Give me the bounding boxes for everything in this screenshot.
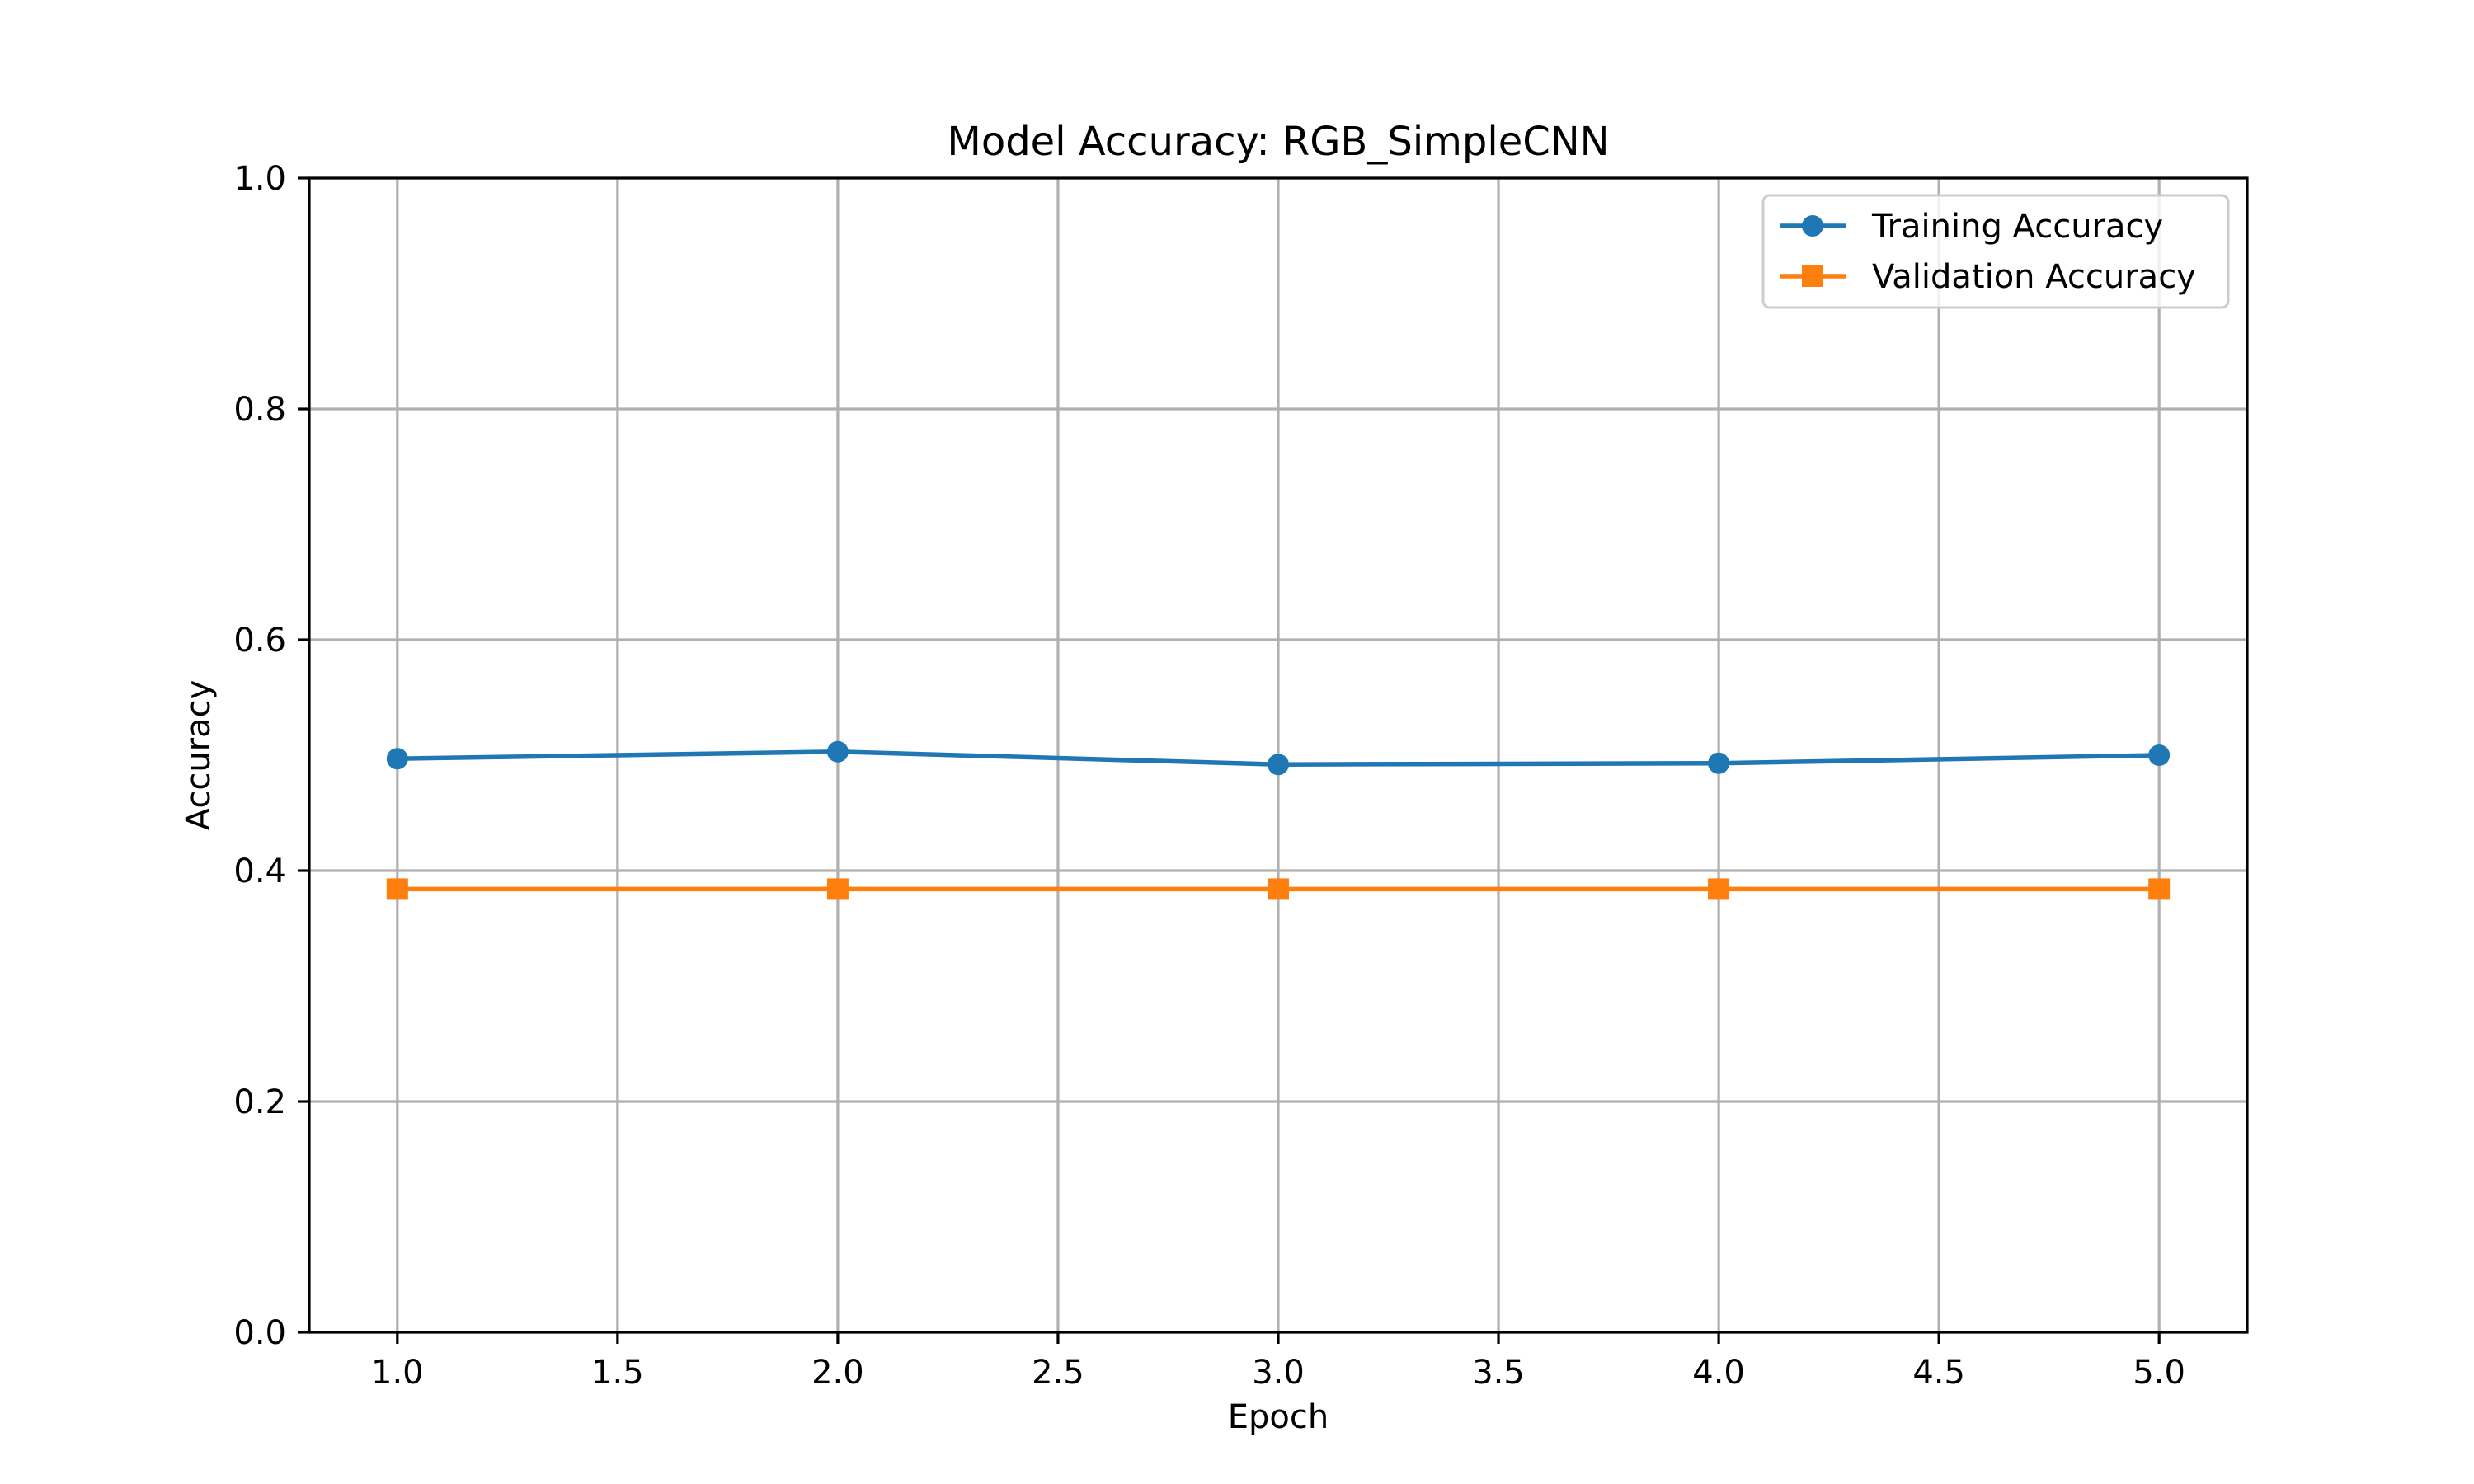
- chart-title: Model Accuracy: RGB_SimpleCNN: [947, 119, 1609, 165]
- y-tick-label: 0.4: [233, 852, 286, 890]
- data-point: [1268, 754, 1289, 776]
- x-tick-label: 4.5: [1912, 1354, 1965, 1392]
- data-point: [1708, 878, 1730, 900]
- y-tick-label: 0.8: [233, 391, 286, 429]
- y-tick-label: 0.6: [233, 622, 286, 660]
- data-point: [1708, 752, 1730, 774]
- data-point: [386, 748, 408, 770]
- x-tick-label: 5.0: [2133, 1354, 2185, 1392]
- x-axis-label: Epoch: [1228, 1398, 1329, 1436]
- axis-ticks: 1.0 1.5 2.0 2.5 3.0 3.5 4.0 4.5 5.0 0.0 0.2 0.4 0.6 0…: [233, 160, 2185, 1392]
- x-tick-label: 2.0: [811, 1354, 864, 1392]
- legend: Training Accuracy Validation Accuracy: [1761, 194, 2230, 309]
- legend-marker: [1802, 265, 1823, 287]
- legend-label: Validation Accuracy: [1872, 258, 2196, 296]
- x-tick-label: 2.5: [1032, 1354, 1084, 1392]
- y-tick-label: 0.0: [233, 1314, 286, 1352]
- legend-marker: [1802, 215, 1823, 237]
- x-tick-label: 4.0: [1692, 1354, 1745, 1392]
- data-point: [1268, 878, 1289, 900]
- data-point: [826, 878, 849, 900]
- series-validation: [386, 878, 2171, 900]
- data-point: [2148, 878, 2171, 900]
- y-tick-label: 0.2: [233, 1083, 286, 1121]
- x-tick-label: 1.0: [371, 1354, 424, 1392]
- legend-item: Training Accuracy: [1780, 208, 2163, 246]
- series-training: [386, 740, 2171, 776]
- x-tick-label: 3.5: [1472, 1354, 1525, 1392]
- data-point: [826, 740, 849, 763]
- legend-label: Training Accuracy: [1871, 208, 2163, 246]
- data-point: [2148, 744, 2171, 766]
- x-tick-label: 3.0: [1252, 1354, 1305, 1392]
- legend-item: Validation Accuracy: [1780, 258, 2196, 296]
- x-tick-label: 1.5: [591, 1354, 644, 1392]
- series-layer: [386, 740, 2171, 900]
- y-axis-label: Accuracy: [180, 680, 218, 831]
- data-point: [386, 878, 408, 900]
- y-tick-label: 1.0: [233, 160, 286, 198]
- legend-box: [1761, 194, 2230, 309]
